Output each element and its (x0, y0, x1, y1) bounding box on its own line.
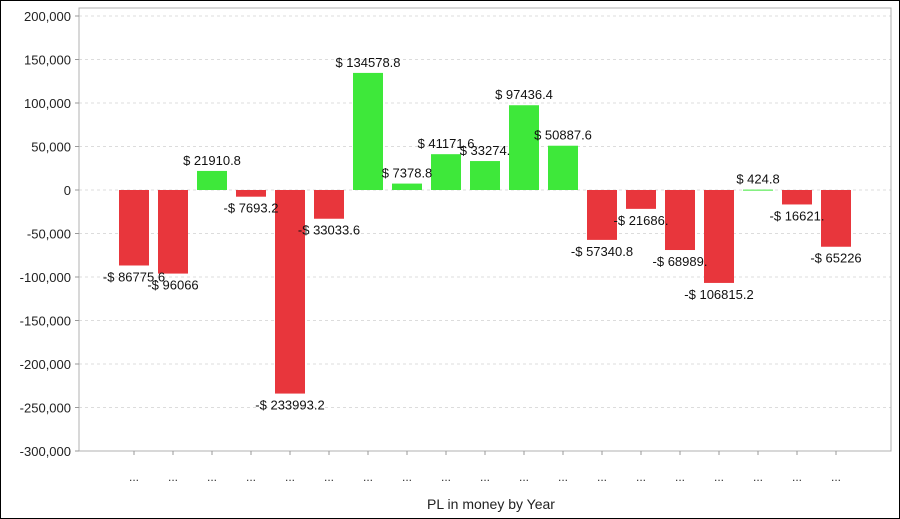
x-tick-label: ... (831, 470, 841, 484)
y-tick-label: -100,000 (20, 270, 71, 285)
data-label: -$ 106815.2 (684, 287, 753, 302)
data-label: -$ 16621. (770, 208, 825, 223)
x-tick-label: ... (441, 470, 451, 484)
bar (275, 190, 305, 394)
bar (509, 105, 539, 190)
bar (782, 190, 812, 205)
y-tick-label: -300,000 (20, 444, 71, 459)
bar (158, 190, 188, 274)
x-tick-label: ... (558, 470, 568, 484)
bar (821, 190, 851, 247)
bar (470, 161, 500, 190)
bar (548, 145, 578, 190)
y-tick-label: 150,000 (24, 53, 71, 68)
x-tick-label: ... (129, 470, 139, 484)
data-label: $ 424.8 (736, 172, 779, 187)
x-tick-label: ... (519, 470, 529, 484)
data-label: $ 21910.8 (183, 153, 241, 168)
bar (743, 189, 773, 191)
bar (431, 154, 461, 190)
x-axis-title: PL in money by Year (427, 496, 555, 512)
y-axis: 200,000 150,000 100,000 50,000 0 -50,000 -100,… (20, 9, 79, 459)
data-label: $ 7378.8 (382, 166, 433, 181)
data-label: $ 41171.6 (418, 136, 475, 151)
bar (314, 190, 344, 219)
y-tick-label: 50,000 (31, 140, 71, 155)
data-labels: -$ 86775.6-$ 96066 $ 21910.8 -$ 7693.2 -$ 2… (103, 55, 862, 413)
x-tick-label: ... (402, 470, 412, 484)
grid (79, 15, 891, 452)
data-label: $ 97436.4 (495, 87, 553, 102)
y-tick-label: 0 (64, 183, 71, 198)
bar (665, 190, 695, 251)
bar (704, 190, 734, 283)
data-label: -$ 33033.6 (298, 223, 360, 238)
x-tick-label: ... (363, 470, 373, 484)
x-tick-label: ... (636, 470, 646, 484)
y-tick-label: -250,000 (20, 401, 71, 416)
bar (197, 170, 227, 190)
x-tick-label: ... (285, 470, 295, 484)
x-tick-label: ... (675, 470, 685, 484)
data-label: -$ 7693.2 (224, 201, 279, 216)
data-label: $ 33274. (460, 143, 511, 158)
y-tick-label: -150,000 (20, 314, 71, 329)
data-label: -$ 21686. (614, 213, 669, 228)
bars (119, 72, 851, 394)
x-tick-label: ... (792, 470, 802, 484)
x-axis: ........................................… (129, 451, 841, 484)
data-label: -$ 57340.8 (571, 244, 633, 259)
data-label: -$ 233993.2 (255, 398, 324, 413)
y-tick-label: -50,000 (27, 227, 71, 242)
bar (587, 190, 617, 240)
data-label: -$ 65226 (810, 251, 861, 266)
plot-area (78, 7, 892, 452)
x-tick-label: ... (597, 470, 607, 484)
data-label: -$ 96066 (147, 278, 198, 293)
bar (119, 190, 149, 266)
x-tick-label: ... (753, 470, 763, 484)
x-tick-label: ... (714, 470, 724, 484)
bar (392, 183, 422, 190)
data-label: $ 134578.8 (335, 55, 400, 70)
data-label: $ 50887.6 (534, 128, 592, 143)
data-label: -$ 68989. (653, 254, 708, 269)
data-label: -$ 86775.6 (103, 269, 165, 284)
x-tick-label: ... (207, 470, 217, 484)
x-tick-label: ... (480, 470, 490, 484)
x-tick-label: ... (168, 470, 178, 484)
y-tick-label: -200,000 (20, 357, 71, 372)
y-tick-label: 100,000 (24, 96, 71, 111)
bar (626, 190, 656, 209)
x-tick-label: ... (246, 470, 256, 484)
bar (353, 72, 383, 190)
x-tick-label: ... (324, 470, 334, 484)
y-tick-label: 200,000 (24, 9, 71, 24)
bar (236, 190, 266, 197)
